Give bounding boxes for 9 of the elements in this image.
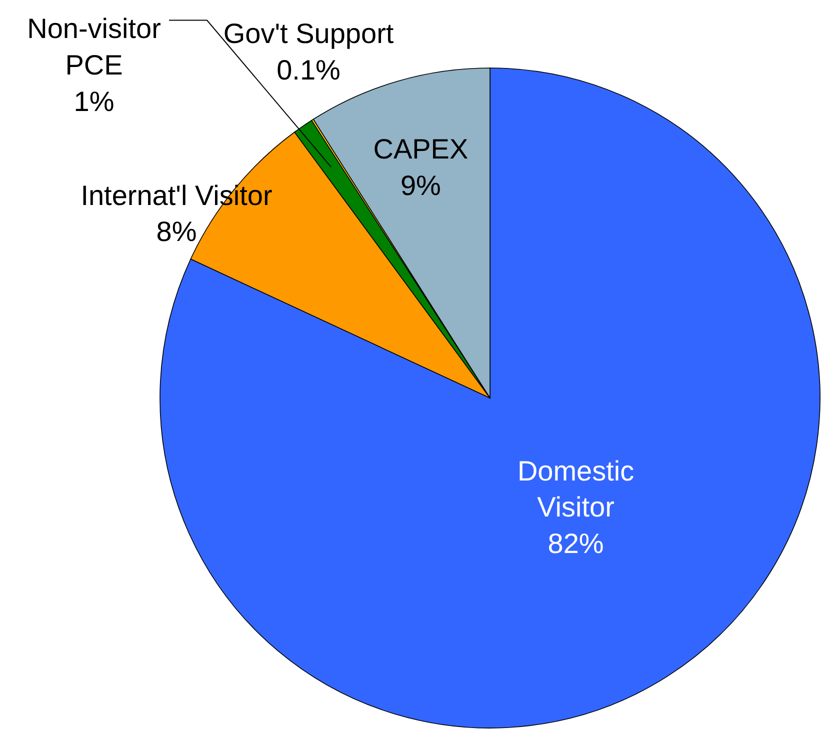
data-label: 1%	[74, 86, 114, 117]
slice-label: Domestic Visitor	[517, 455, 634, 523]
data-label: 0.1%	[276, 54, 340, 86]
slice-label: Non-visitor PCE	[27, 13, 161, 80]
data-label: 8%	[156, 216, 197, 248]
data-label: 82%	[548, 528, 604, 560]
data-label: 9%	[400, 170, 441, 201]
slice-label: Gov't Support	[223, 18, 394, 50]
slice-label: CAPEX	[373, 134, 468, 165]
